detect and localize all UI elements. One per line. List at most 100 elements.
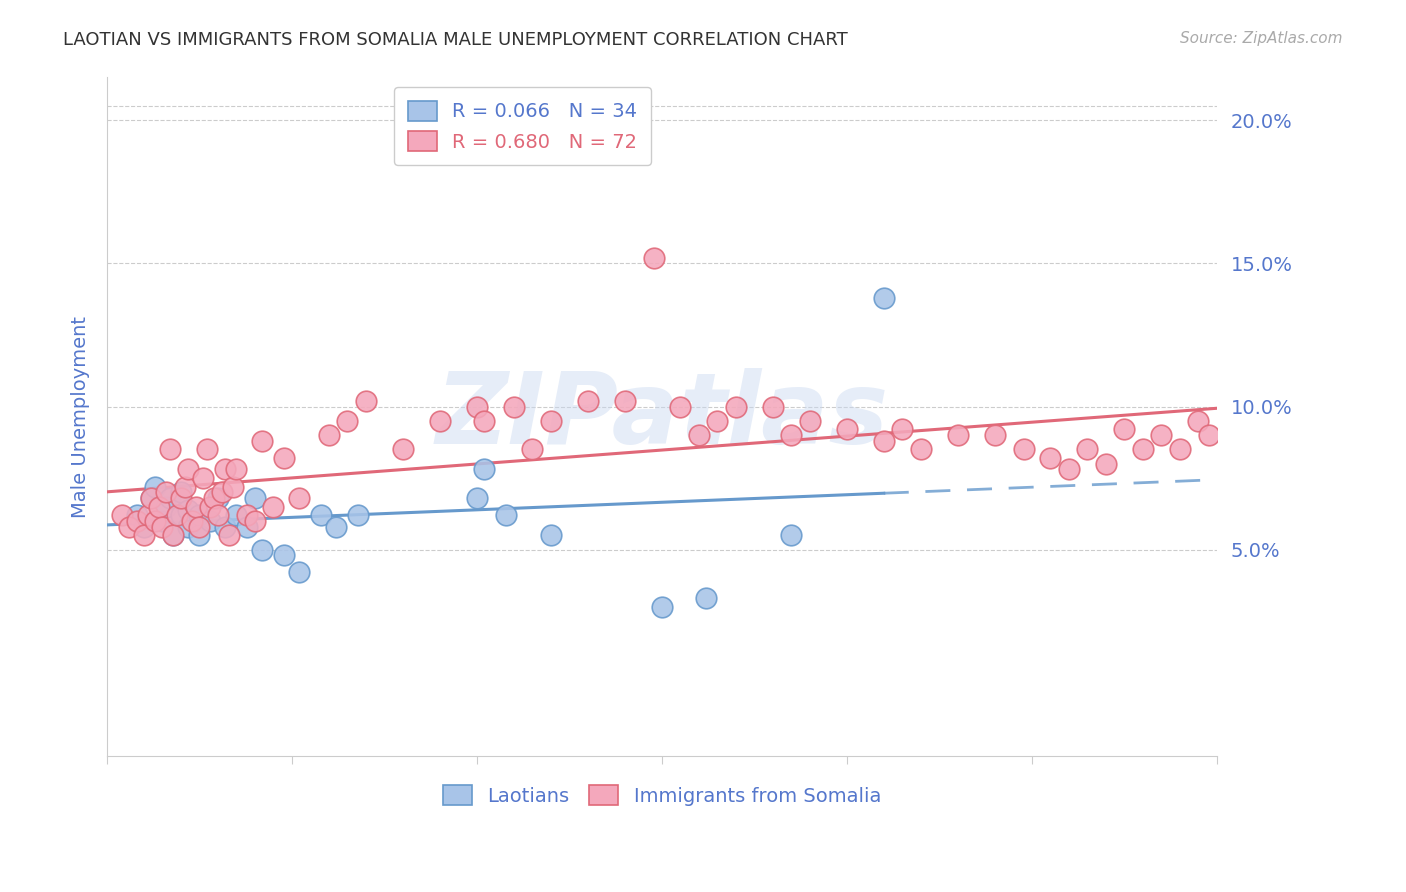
Point (1150, 428, 1173, 442)
Point (522, 442, 544, 457)
Point (983, 428, 1005, 442)
Text: Source: ZipAtlas.com: Source: ZipAtlas.com (1180, 31, 1343, 46)
Point (188, 528, 211, 542)
Point (540, 528, 562, 542)
Point (799, 414, 821, 428)
Point (891, 422, 914, 436)
Point (465, 491, 488, 505)
Point (184, 500, 207, 514)
Point (1187, 414, 1209, 428)
Point (780, 428, 803, 442)
Point (311, 508, 333, 523)
Point (273, 450, 295, 465)
Point (780, 528, 803, 542)
Point (125, 508, 148, 523)
Point (225, 508, 247, 523)
Point (669, 400, 692, 414)
Point (1114, 422, 1136, 436)
Point (946, 428, 969, 442)
Point (724, 400, 747, 414)
Point (155, 500, 177, 514)
Point (170, 491, 193, 505)
Point (873, 291, 896, 305)
Point (159, 491, 181, 505)
Point (132, 519, 155, 533)
Point (141, 491, 163, 505)
Point (1094, 457, 1116, 471)
Point (162, 528, 184, 542)
Point (429, 414, 451, 428)
Point (195, 442, 218, 457)
Point (495, 508, 517, 523)
Point (910, 442, 932, 457)
Point (252, 542, 274, 557)
Point (191, 471, 214, 485)
Point (273, 549, 295, 563)
Point (181, 514, 204, 528)
Point (472, 462, 495, 476)
Point (218, 528, 240, 542)
Point (177, 462, 200, 476)
Point (262, 500, 284, 514)
Text: ZIPatlas: ZIPatlas (436, 368, 889, 465)
Point (225, 462, 247, 476)
Point (651, 599, 673, 614)
Point (166, 508, 188, 523)
Point (613, 393, 636, 408)
Point (207, 508, 229, 523)
Point (472, 414, 495, 428)
Point (576, 393, 599, 408)
Point (643, 251, 665, 265)
Point (236, 519, 259, 533)
Point (336, 414, 359, 428)
Point (177, 519, 200, 533)
Point (1057, 462, 1080, 476)
Point (318, 428, 340, 442)
Point (155, 485, 177, 500)
Point (173, 480, 195, 494)
Point (465, 400, 488, 414)
Text: LAOTIAN VS IMMIGRANTS FROM SOMALIA MALE UNEMPLOYMENT CORRELATION CHART: LAOTIAN VS IMMIGRANTS FROM SOMALIA MALE … (63, 31, 848, 49)
Point (214, 462, 236, 476)
Point (202, 491, 225, 505)
Point (1014, 442, 1036, 457)
Y-axis label: Male Unemployment: Male Unemployment (72, 316, 90, 517)
Point (354, 393, 377, 408)
Point (188, 508, 211, 523)
Point (170, 485, 193, 500)
Point (221, 480, 243, 494)
Point (835, 422, 858, 436)
Point (243, 491, 266, 505)
Point (132, 528, 155, 542)
Point (148, 500, 170, 514)
Point (125, 514, 148, 528)
Point (288, 566, 311, 580)
Point (188, 519, 211, 533)
Point (688, 428, 710, 442)
Point (695, 591, 717, 606)
Point (762, 400, 785, 414)
Point (200, 514, 222, 528)
Point (152, 514, 174, 528)
Point (252, 434, 274, 448)
Point (540, 414, 562, 428)
Point (143, 514, 166, 528)
Point (1076, 442, 1098, 457)
Point (236, 508, 259, 523)
Legend: Laotians, Immigrants from Somalia: Laotians, Immigrants from Somalia (434, 778, 889, 814)
Point (211, 485, 233, 500)
Point (118, 519, 141, 533)
Point (873, 434, 896, 448)
Point (243, 514, 266, 528)
Point (214, 519, 236, 533)
Point (1039, 450, 1062, 465)
Point (200, 500, 222, 514)
Point (1168, 442, 1191, 457)
Point (207, 491, 229, 505)
Point (392, 442, 415, 457)
Point (325, 519, 347, 533)
Point (159, 442, 181, 457)
Point (111, 508, 134, 523)
Point (1198, 428, 1220, 442)
Point (288, 491, 311, 505)
